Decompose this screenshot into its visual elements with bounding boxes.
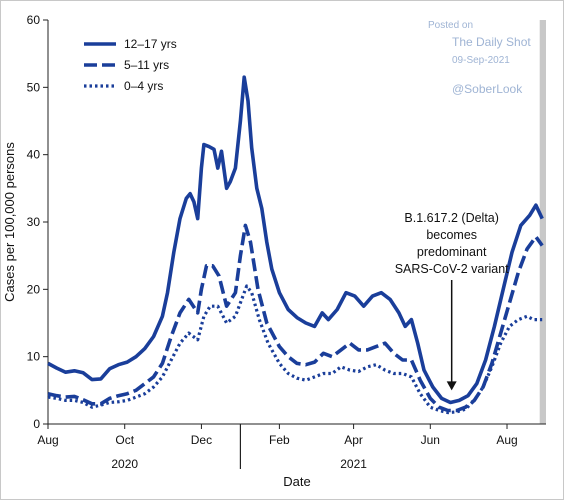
x-tick-label: Feb (269, 433, 290, 447)
x-tick-label: Jun (421, 433, 440, 447)
y-tick-label: 30 (27, 215, 41, 229)
annotation-line-1: becomes (426, 228, 477, 242)
year-label: 2020 (111, 457, 138, 471)
x-tick-label: Apr (344, 433, 363, 447)
y-tick-label: 50 (27, 80, 41, 94)
series-line-0 (47, 75, 544, 405)
x-tick-label: Aug (37, 433, 58, 447)
shaded-region (539, 20, 546, 424)
annotation-line-3: SARS-CoV-2 variant (395, 262, 509, 276)
watermark-date: 09-Sep-2021 (452, 55, 510, 66)
legend-label-2: 0–4 yrs (124, 79, 163, 93)
y-tick-label: 20 (27, 282, 41, 296)
y-tick-label: 0 (33, 417, 40, 431)
annotation-line-2: predominant (417, 245, 487, 259)
y-axis-title: Cases per 100,000 persons (2, 142, 17, 302)
watermark-posted: Posted on (428, 20, 474, 31)
y-tick-label: 60 (27, 13, 41, 27)
y-tick-label: 40 (27, 148, 41, 162)
watermark-source: The Daily Shot (452, 35, 531, 49)
legend-label-1: 5–11 yrs (124, 58, 169, 72)
legend-label-0: 12–17 yrs (124, 37, 177, 51)
series-line-2 (47, 284, 543, 415)
x-tick-label: Dec (191, 433, 212, 447)
annotation-line-0: B.1.617.2 (Delta) (404, 211, 499, 225)
watermark-handle: @SoberLook (452, 82, 523, 96)
y-tick-label: 10 (27, 350, 41, 364)
x-tick-label: Aug (496, 433, 517, 447)
x-tick-label: Oct (115, 433, 134, 447)
x-axis-title: Date (283, 474, 310, 489)
annotation-arrow-head (446, 381, 457, 391)
year-label: 2021 (340, 457, 367, 471)
